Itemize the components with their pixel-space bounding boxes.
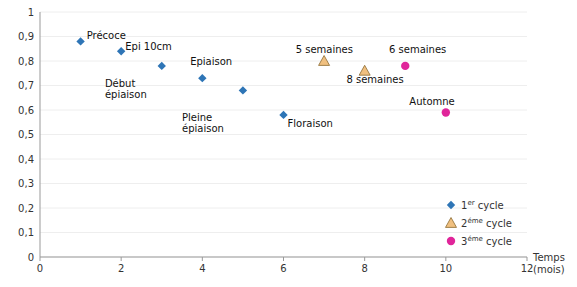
x-tick	[40, 257, 41, 261]
x-tick	[202, 257, 203, 261]
y-tick-label: 0,8	[18, 56, 34, 67]
point	[117, 47, 125, 55]
y-grid-line	[40, 183, 527, 184]
y-axis-line	[40, 12, 41, 257]
y-tick-label: 0,6	[18, 105, 34, 116]
point	[401, 62, 409, 70]
y-tick-label: 0,2	[18, 203, 34, 214]
x-tick	[121, 257, 122, 261]
legend-label: 3éme cycle	[461, 235, 512, 247]
annotation: 6 semaines	[389, 44, 446, 55]
y-tick-label: 0,9	[18, 31, 34, 42]
x-tick-label: 12	[521, 263, 534, 274]
annotation: Epi 10cm	[125, 41, 172, 52]
legend-marker	[447, 201, 455, 209]
point	[158, 62, 166, 70]
legend-marker	[446, 218, 457, 228]
annotation: Floraison	[288, 118, 333, 129]
y-grid-line	[40, 12, 527, 13]
x-tick	[445, 257, 446, 261]
x-axis-line	[40, 257, 527, 258]
y-tick-label: 0,5	[18, 129, 34, 140]
y-tick-label: 1	[28, 7, 34, 18]
y-grid-line	[40, 159, 527, 160]
x-axis-label: Temps(mois)	[532, 252, 565, 275]
annotation: Précoce	[87, 30, 126, 41]
y-tick-label: 0,1	[18, 227, 34, 238]
annotation: Débutépiaison	[105, 78, 147, 100]
y-grid-line	[40, 61, 527, 62]
y-grid-line	[40, 134, 527, 135]
legend: 1er cycle 2éme cycle 3éme cycle	[446, 199, 512, 247]
legend-label: 2éme cycle	[461, 217, 512, 229]
y-tick-label: 0,4	[18, 154, 34, 165]
x-tick-label: 6	[280, 263, 286, 274]
x-tick	[527, 257, 528, 261]
x-tick-label: 2	[118, 263, 124, 274]
legend-marker	[447, 237, 455, 245]
annotation: Epiaison	[190, 56, 232, 67]
point	[442, 108, 450, 116]
point	[319, 56, 330, 66]
y-grid-line	[40, 110, 527, 111]
point	[198, 74, 206, 82]
chart: 00,10,20,30,40,50,60,70,80,91024681012Te…	[0, 0, 577, 287]
annotation: Automne	[409, 96, 454, 107]
x-tick	[283, 257, 284, 261]
x-tick-label: 8	[361, 263, 367, 274]
x-tick-label: 0	[37, 263, 43, 274]
y-grid-line	[40, 257, 527, 258]
point	[279, 111, 287, 119]
y-grid-line	[40, 232, 527, 233]
point	[239, 86, 247, 94]
y-tick-label: 0	[28, 252, 34, 263]
point	[76, 37, 84, 45]
x-tick	[364, 257, 365, 261]
points	[76, 37, 450, 119]
legend-label: 1er cycle	[461, 199, 504, 211]
y-tick-label: 0,7	[18, 80, 34, 91]
x-tick-label: 10	[439, 263, 452, 274]
annotation: 5 semaines	[296, 44, 353, 55]
annotation: 8 semaines	[346, 74, 403, 85]
y-tick-label: 0,3	[18, 178, 34, 189]
annotation: Pleineépiaison	[182, 112, 224, 134]
axes: 00,10,20,30,40,50,60,70,80,91024681012	[18, 7, 533, 275]
y-grid-line	[40, 208, 527, 209]
x-tick-label: 4	[199, 263, 205, 274]
annotations: PrécoceEpi 10cm Epiaison Débutépiaison Plei…	[87, 30, 455, 135]
